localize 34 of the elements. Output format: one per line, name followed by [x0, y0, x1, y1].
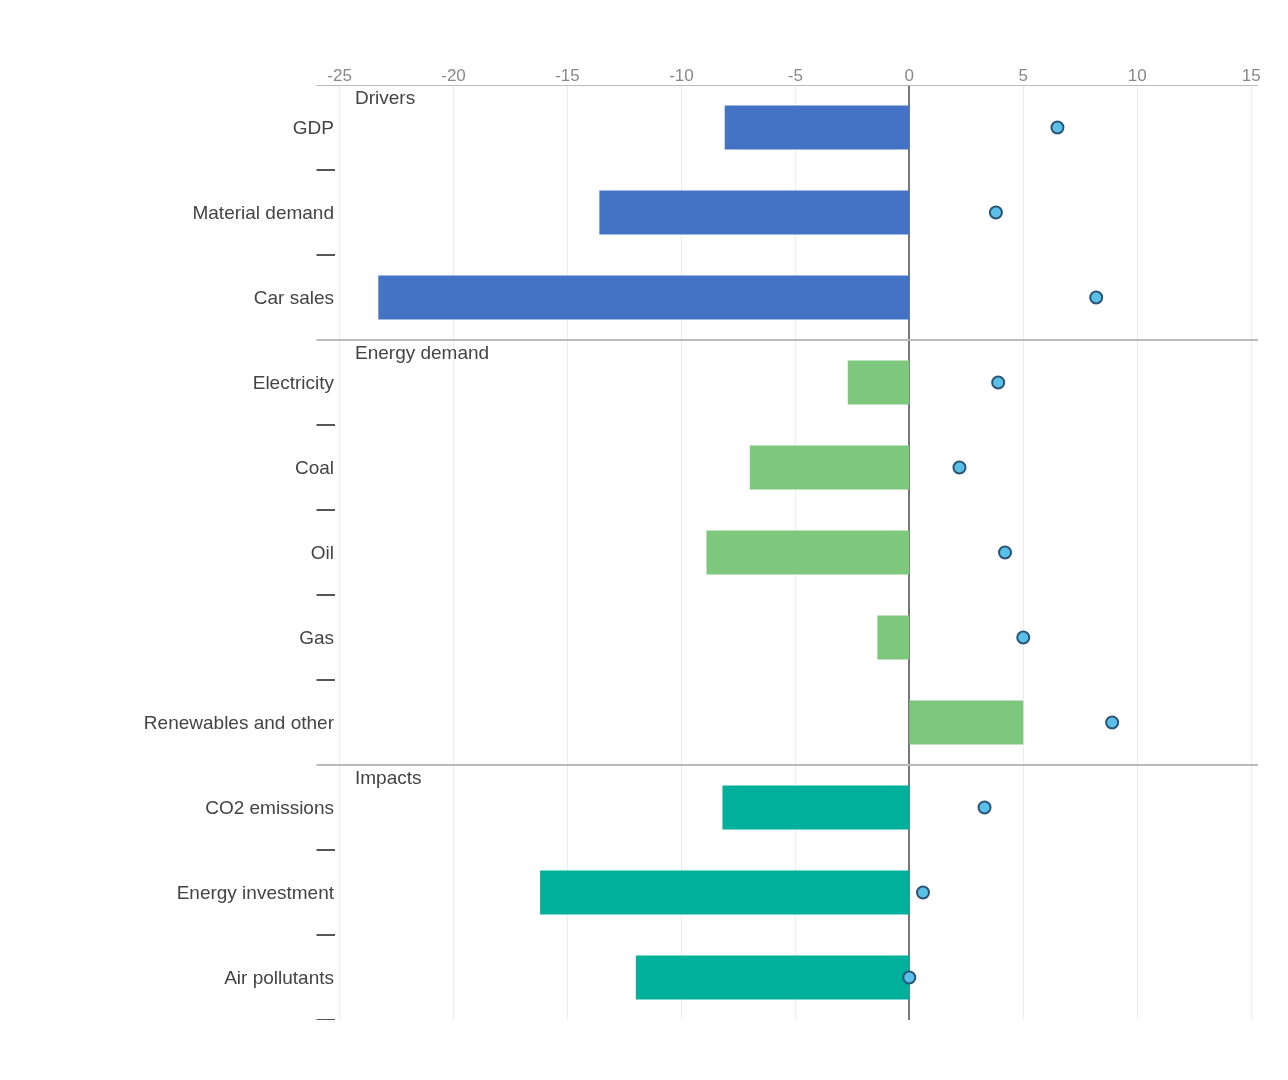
y-tick-label: Oil: [310, 542, 334, 564]
annotation: Impacts: [355, 767, 422, 788]
y-tick-label: Car sales: [253, 287, 334, 309]
x-tick-label: -5: [787, 65, 803, 85]
x-tick-label: 10: [1127, 65, 1147, 85]
point: [952, 460, 967, 475]
x-tick-label: 15: [1241, 65, 1261, 85]
point: [1089, 290, 1104, 305]
point: [1016, 630, 1031, 645]
annotation: Energy demand: [355, 342, 490, 363]
y-tick-label: Air pollutants: [224, 967, 334, 989]
x-tick-label: -10: [669, 65, 694, 85]
point: [998, 545, 1013, 560]
y-tick-label: CO2 emissions: [205, 797, 334, 819]
annotation: Drivers: [355, 87, 416, 108]
point: [991, 375, 1006, 390]
y-tick-label: Material demand: [192, 202, 334, 224]
y-tick-label: Energy investment: [176, 882, 335, 904]
point: [977, 800, 992, 815]
point: [1050, 120, 1065, 135]
y-tick-label: Coal: [294, 457, 334, 479]
point: [902, 970, 917, 985]
x-tick-label: 0: [904, 65, 915, 85]
x-tick-label: -15: [555, 65, 580, 85]
x-tick-label: -25: [327, 65, 352, 85]
x-tick-label: -20: [441, 65, 466, 85]
y-tick-label: Gas: [299, 627, 334, 649]
point: [916, 885, 930, 900]
x-tick-label: 5: [1018, 65, 1028, 85]
y-tick-label: Electricity: [252, 372, 335, 394]
y-tick-label: Renewables and other: [143, 712, 335, 734]
point: [1105, 715, 1120, 730]
y-tick-label: GDP: [292, 117, 334, 139]
point: [988, 205, 1003, 220]
